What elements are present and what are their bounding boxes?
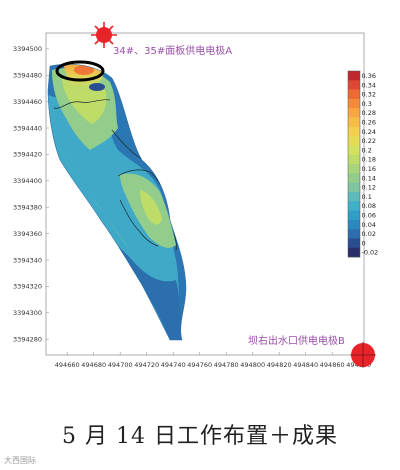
colorbar-label: 0.28	[362, 109, 376, 117]
figure-caption: 5 月 14 日工作布置＋成果	[62, 424, 338, 449]
colorbar-swatch	[348, 108, 360, 118]
colorbar-swatch	[348, 219, 360, 230]
colorbar-swatch	[348, 164, 360, 174]
colorbar-label: 0.06	[362, 211, 376, 219]
colorbar-swatch	[348, 98, 360, 109]
colorbar-swatch	[348, 117, 360, 128]
y-tick-label: 3394320	[13, 283, 42, 291]
colorbar-label: 0	[362, 239, 366, 247]
anomaly-highlight-ellipse	[55, 60, 105, 82]
medium-zone	[48, 95, 182, 330]
colorbar-label: 0.24	[362, 128, 376, 136]
y-tick-label: 3394340	[13, 256, 42, 264]
colorbar-swatch	[348, 80, 360, 90]
y-tick-label: 3394360	[13, 230, 42, 238]
electrode-a-label: 34#、35#面板供电电极A	[113, 44, 232, 57]
strip-outline	[47, 63, 187, 341]
colorbar-label: 0.2	[362, 146, 372, 154]
contour-line-1	[53, 99, 111, 109]
y-tick-label: 3394280	[13, 335, 42, 343]
colorbar-swatch	[348, 154, 360, 165]
x-tick-label: 494700	[108, 361, 133, 369]
hot-core	[74, 65, 94, 75]
colorbar-swatch	[348, 210, 360, 221]
x-tick-label: 494680	[81, 361, 106, 369]
colorbar-swatch	[348, 145, 360, 155]
colorbar-frame	[347, 70, 361, 258]
colorbar-label: 0.3	[362, 100, 372, 108]
colorbar-swatch	[348, 71, 360, 81]
blue-lens	[89, 83, 105, 91]
colorbar-swatch	[348, 126, 360, 137]
x-tick-label: 494660	[55, 361, 80, 369]
x-tick-label: 494820	[267, 361, 292, 369]
x-tick-label: 494860	[320, 361, 345, 369]
x-tick-label: 494840	[293, 361, 318, 369]
colorbar-swatch	[348, 182, 360, 193]
colorbar-label: 0.34	[362, 81, 376, 89]
colorbar-swatch	[348, 229, 360, 239]
colorbar-label: 0.16	[362, 165, 376, 173]
contour-line-4	[119, 199, 159, 247]
colorbar-label: 0.18	[362, 156, 376, 164]
x-tick-label: 494720	[134, 361, 159, 369]
colorbar-swatch	[348, 191, 360, 202]
colorbar-swatch	[348, 136, 360, 146]
y-tick-label: 3394380	[13, 203, 42, 211]
electrode-b-label: 坝右出水口供电电极B	[248, 334, 345, 347]
electrode-b-marker	[350, 342, 376, 368]
electrode-a-marker	[91, 22, 117, 48]
colorbar: 0.360.340.320.30.280.260.240.220.20.180.…	[347, 70, 379, 258]
y-tick-label: 3394440	[13, 124, 42, 132]
colorbar-swatch	[348, 201, 360, 211]
colorbar-swatch	[348, 238, 360, 248]
colorbar-label: 0.02	[362, 230, 376, 238]
colorbar-label: 0.14	[362, 174, 376, 182]
y-tick-label: 3394420	[13, 151, 42, 159]
y-tick-label: 3394300	[13, 309, 42, 317]
x-tick-label: 494800	[240, 361, 265, 369]
y-tick-label: 3394480	[13, 72, 42, 80]
colorbar-label: 0.36	[362, 72, 376, 80]
y-axis-ticks: 3394500 3394480 3394460 3394440 3394420 33944…	[13, 45, 49, 343]
x-tick-label: 494760	[187, 361, 212, 369]
colorbar-label: 0.08	[362, 202, 376, 210]
y-tick-label: 3394500	[13, 45, 42, 53]
y-tick-label: 3394400	[13, 177, 42, 185]
colorbar-swatch	[348, 89, 360, 100]
x-tick-label: 494740	[161, 361, 186, 369]
x-tick-label: 494780	[214, 361, 239, 369]
y-tick-label: 3394460	[13, 98, 42, 106]
middle-yellow-zone	[140, 190, 162, 225]
colorbar-label: -0.02	[362, 249, 379, 257]
colorbar-label: 0.22	[362, 137, 376, 145]
colorbar-label: 0.04	[362, 221, 376, 229]
colorbar-label: 0.1	[362, 193, 372, 201]
colorbar-label: 0.26	[362, 118, 376, 126]
colorbar-swatch	[348, 247, 360, 258]
colorbar-label: 0.32	[362, 91, 376, 99]
colorbar-swatch	[348, 173, 360, 183]
watermark: 大西国际	[4, 456, 36, 465]
medium-zone-2	[60, 150, 130, 250]
colorbar-label: 0.12	[362, 184, 376, 192]
